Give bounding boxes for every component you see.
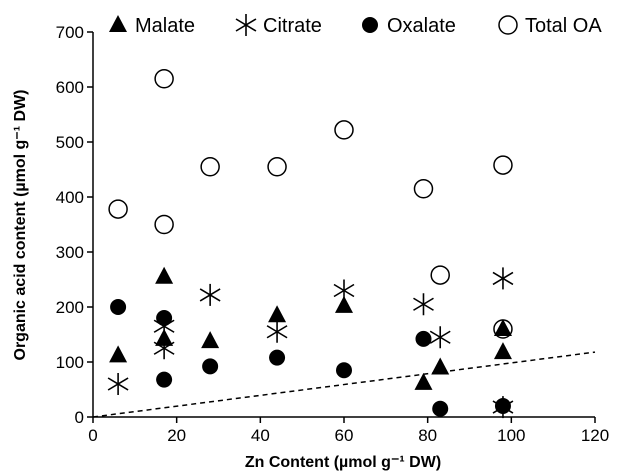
oxalate-point: [432, 400, 449, 417]
citrate-point: [199, 283, 221, 306]
x-tick-label: 100: [497, 426, 525, 445]
citrate-point: [107, 373, 129, 395]
y-axis-ticks: 0 100 200 300 400 500 600 700: [56, 23, 93, 427]
citrate-point: [153, 337, 175, 360]
total-oa-point: [267, 157, 287, 177]
y-tick-label: 200: [56, 298, 84, 317]
citrate-point: [492, 267, 514, 290]
legend-item: Oxalate: [362, 15, 456, 37]
total-oa-point: [108, 199, 128, 219]
y-axis-label: Organic acid content (µmol g⁻¹ DW): [12, 90, 29, 361]
y-tick-label: 700: [56, 23, 84, 42]
x-tick-label: 0: [88, 426, 97, 445]
total-oa-point: [430, 265, 450, 285]
malate-point: [493, 342, 512, 360]
series-malate: [109, 266, 512, 390]
x-tick-label: 40: [251, 426, 270, 445]
oxalate-point: [415, 330, 432, 347]
y-tick-label: 400: [56, 188, 84, 207]
total-oa-point: [413, 179, 434, 199]
malate-point: [335, 295, 353, 313]
oxalate-point: [202, 358, 219, 375]
malate-point: [414, 372, 433, 390]
legend-item: Total OA: [498, 15, 602, 37]
x-tick-label: 20: [167, 426, 186, 445]
legend-label: Citrate: [263, 15, 322, 37]
series-total-oa: [108, 69, 513, 339]
oxalate-point: [494, 398, 511, 414]
x-tick-label: 60: [335, 426, 354, 445]
legend: Malate Citrate Oxalate Total OA: [109, 14, 602, 37]
oxalate-point: [336, 362, 352, 379]
legend-marker: [362, 17, 378, 33]
y-tick-label: 300: [56, 243, 84, 262]
total-oa-point: [154, 214, 174, 235]
total-oa-point: [334, 120, 354, 140]
x-axis-label: Zn Content (µmol g⁻¹ DW): [245, 454, 441, 471]
series-oxalate: [110, 299, 511, 417]
legend-item: Malate: [109, 15, 195, 37]
malate-point: [155, 266, 174, 284]
legend-label: Malate: [135, 15, 195, 37]
oxalate-point: [156, 371, 173, 388]
axes: [92, 32, 595, 418]
total-oa-point: [154, 69, 174, 89]
x-tick-label: 120: [581, 426, 609, 445]
legend-label: Total OA: [525, 15, 602, 37]
malate-point: [493, 319, 512, 336]
malate-point: [431, 357, 450, 375]
total-oa-point: [200, 157, 220, 177]
citrate-point: [266, 320, 288, 343]
x-axis-ticks: 0 20 40 60 80 100 120: [88, 417, 609, 445]
legend-item: Citrate: [235, 14, 322, 37]
malate-point: [201, 331, 220, 349]
oxalate-point: [269, 349, 286, 366]
malate-point: [109, 345, 128, 363]
oxalate-point: [110, 299, 127, 315]
y-tick-label: 600: [56, 78, 84, 97]
y-tick-label: 500: [56, 133, 84, 152]
total-oa-point: [493, 319, 513, 339]
citrate-point: [413, 293, 434, 316]
citrate-point: [333, 279, 355, 302]
legend-marker: [235, 14, 257, 36]
data-points: [107, 69, 514, 419]
x-tick-label: 80: [418, 426, 437, 445]
citrate-point: [429, 326, 451, 349]
y-tick-label: 100: [56, 353, 84, 372]
legend-label: Oxalate: [387, 15, 456, 37]
reference-line: [92, 351, 596, 418]
legend-marker: [109, 15, 127, 32]
y-tick-label: 0: [75, 408, 84, 427]
total-oa-point: [493, 155, 513, 175]
legend-marker: [498, 15, 518, 35]
oxalate-point: [156, 310, 173, 326]
malate-point: [268, 305, 287, 323]
